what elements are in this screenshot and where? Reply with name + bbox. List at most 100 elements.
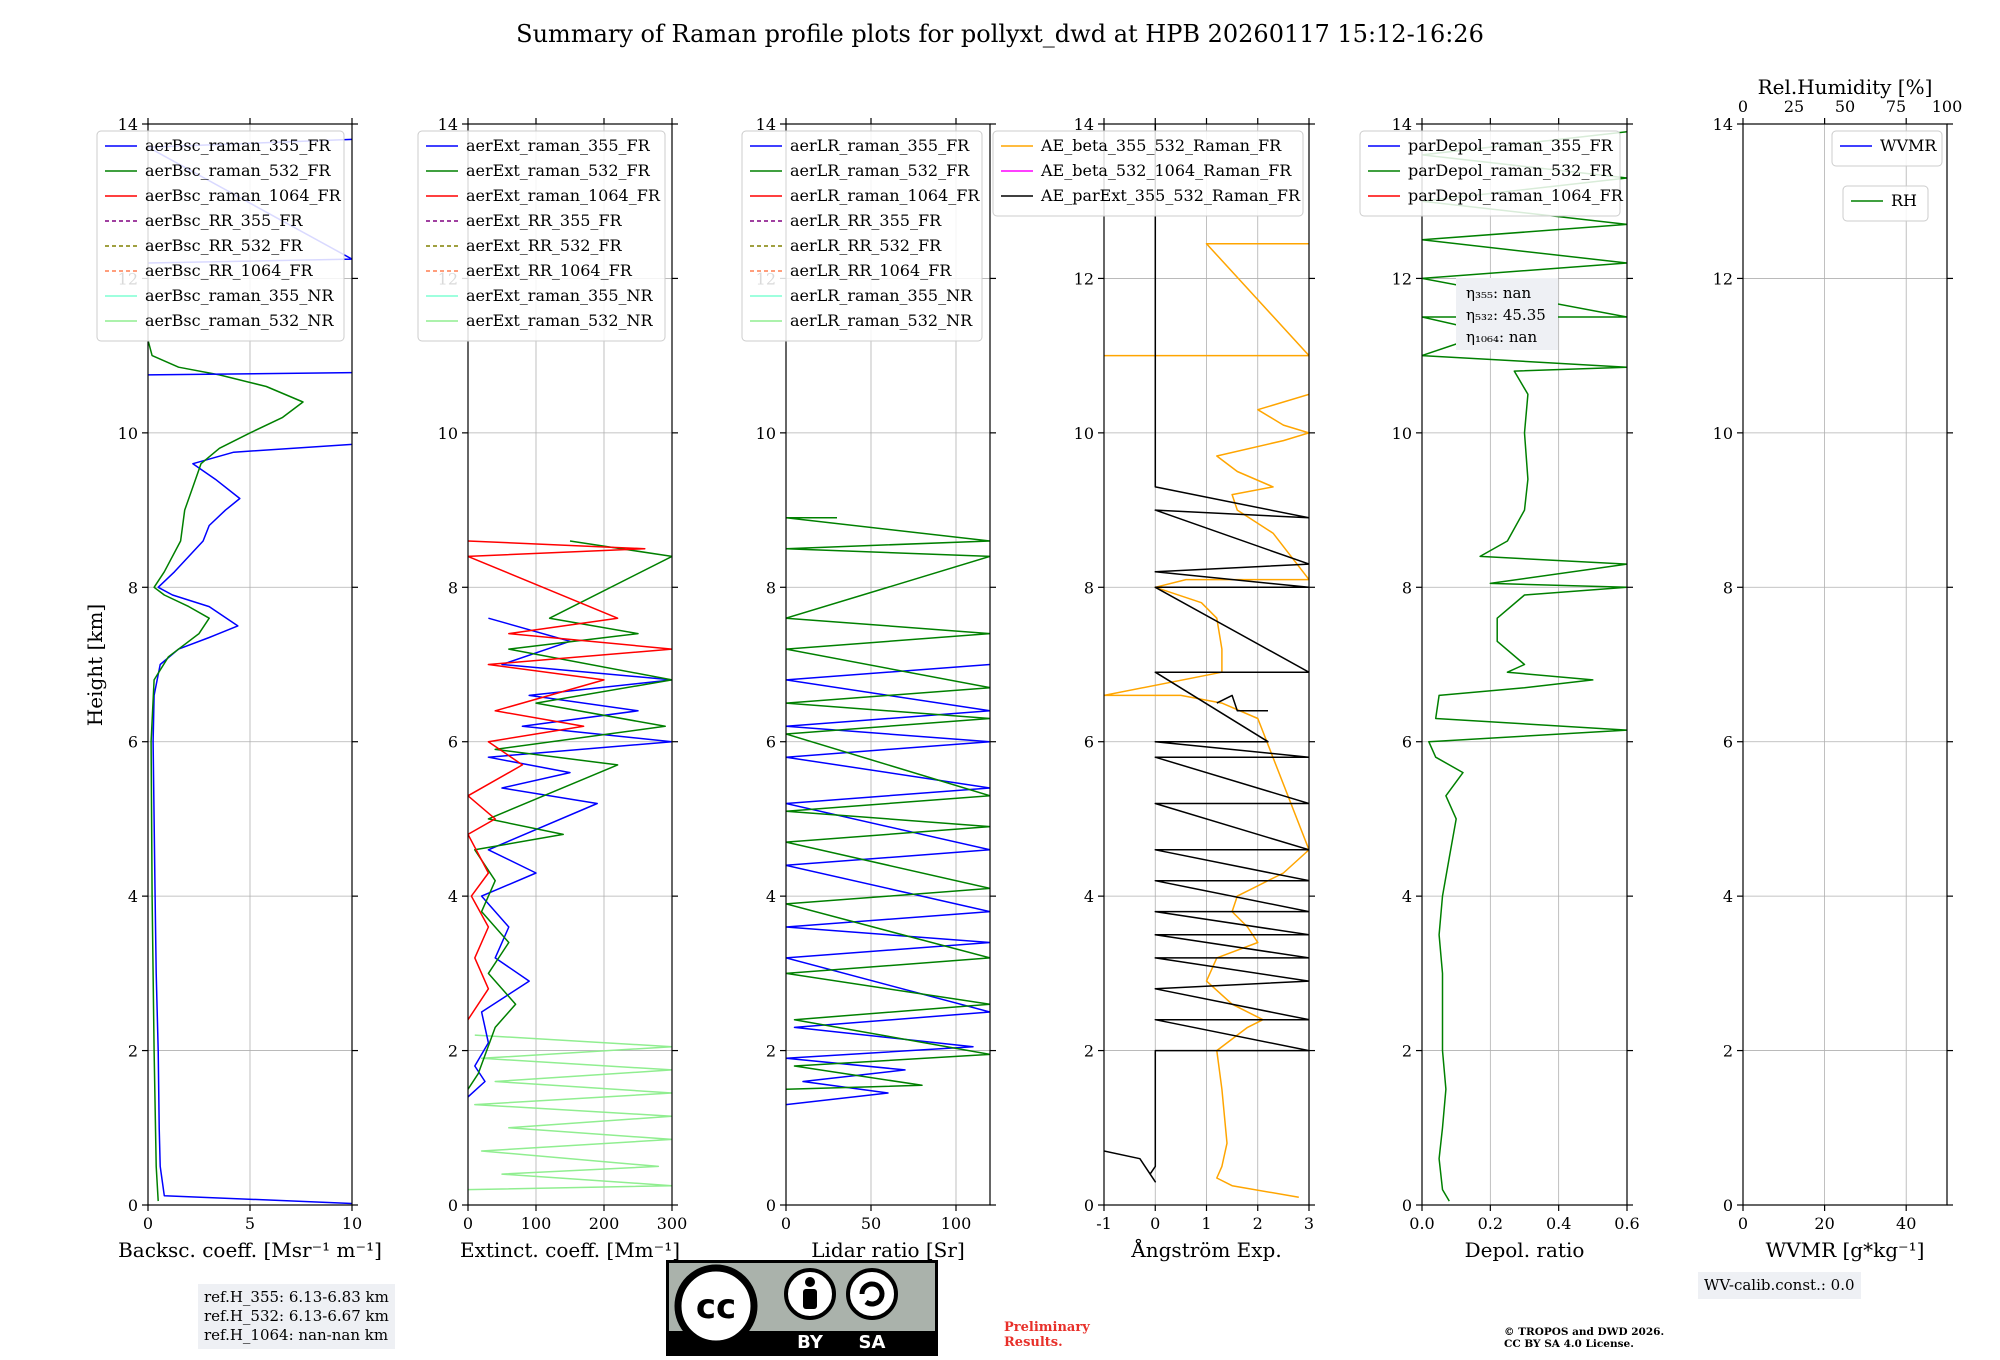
legend-label: parDepol_raman_532_FR	[1408, 161, 1614, 180]
y-tick-label: 8	[1723, 578, 1733, 597]
badge-sa-text: SA	[859, 1332, 886, 1353]
by-person-body	[803, 1289, 817, 1309]
cc-circle-icon	[674, 1264, 758, 1348]
eta-line-2: η₁₀₆₄: nan	[1466, 328, 1537, 346]
legend-wvmr: WVMR	[1831, 130, 1943, 167]
copyright-note: © TROPOS and DWD 2026. CC BY SA 4.0 Lice…	[1504, 1326, 1664, 1350]
y-tick-label: 8	[766, 578, 776, 597]
wv-calib-text: WV-calib.const.: 0.0	[1704, 1276, 1855, 1294]
legend-label: aerExt_raman_532_FR	[466, 161, 651, 180]
legend-label: aerBsc_raman_355_NR	[145, 286, 334, 305]
legend-box	[1359, 130, 1621, 217]
y-tick-label: 6	[1084, 733, 1094, 752]
cc-by-sa-badge: cc BY SA	[666, 1260, 938, 1356]
legend-box	[1831, 130, 1943, 167]
series-aerExt_raman_1064_FR	[468, 540, 672, 1021]
y-tick-label: 12	[1713, 269, 1733, 288]
series-aerLR_raman_532_FR	[786, 517, 990, 1090]
axes-frame	[785, 123, 991, 1206]
x-axis-label: Depol. ratio	[1465, 1238, 1585, 1262]
legend-label: aerBsc_raman_532_FR	[145, 161, 331, 180]
legend-label: AE_beta_532_1064_Raman_FR	[1040, 161, 1292, 180]
y-tick-label: 2	[448, 1042, 458, 1061]
y-tick-label: 6	[128, 733, 138, 752]
legend-box	[741, 130, 983, 342]
legend-label: aerLR_RR_1064_FR	[790, 261, 952, 280]
y-tick-label: 8	[1402, 578, 1412, 597]
panel-bsc: 024681012140510Backsc. coeff. [Msr⁻¹ m⁻¹…	[96, 115, 382, 1262]
axes-frame	[1421, 123, 1628, 1206]
eta-line-1: η₅₃₂: 45.35	[1466, 306, 1546, 324]
legend-label: aerLR_raman_532_FR	[790, 161, 970, 180]
y-tick-label: 6	[448, 733, 458, 752]
y-tick-label: 14	[1713, 115, 1733, 134]
legend-label: RH	[1891, 191, 1917, 210]
reference-height-box: ref.H_355: 6.13-6.83 km ref.H_532: 6.13-…	[198, 1284, 395, 1349]
legend-label: aerExt_raman_1064_FR	[466, 186, 661, 205]
badge-by-text: BY	[797, 1332, 824, 1353]
series-aerBsc_raman_355_FR	[152, 443, 352, 1205]
series-group	[468, 540, 672, 1191]
legend-label: aerBsc_raman_1064_FR	[145, 186, 342, 205]
y-tick-label: 0	[448, 1196, 458, 1215]
y-tick-label: 12	[1074, 269, 1094, 288]
legend-label: aerBsc_RR_355_FR	[145, 211, 303, 230]
y-tick-label: 0	[1084, 1196, 1094, 1215]
x-tick-label: 200	[589, 1214, 620, 1233]
eta-box-bg	[1456, 278, 1558, 350]
y-tick-label: 14	[438, 115, 458, 134]
series-aerExt_raman_355_FR	[468, 617, 672, 1098]
y-tick-label: 4	[448, 887, 458, 906]
legend-label: aerLR_RR_532_FR	[790, 236, 942, 255]
legend-box	[1842, 185, 1929, 222]
legend-depol: parDepol_raman_355_FR parDepol_raman_532_…	[1359, 130, 1624, 217]
y-tick-label: 12	[1392, 269, 1412, 288]
x-tick-label: 0.6	[1614, 1214, 1639, 1233]
x-tick-label: 0	[781, 1214, 791, 1233]
y-tick-label: 0	[1723, 1196, 1733, 1215]
wv-calib-box: WV-calib.const.: 0.0	[1698, 1272, 1861, 1299]
y-tick-label: 10	[756, 424, 776, 443]
legend-label: parDepol_raman_1064_FR	[1408, 186, 1624, 205]
y-tick-label: 8	[448, 578, 458, 597]
x-tick-label: 20	[1814, 1214, 1834, 1233]
y-tick-label: 10	[1392, 424, 1412, 443]
y-axis-label: Height [km]	[83, 604, 107, 726]
y-tick-label: 2	[1402, 1042, 1412, 1061]
y-tick-label: 4	[1084, 887, 1094, 906]
x-axis-label: Extinct. coeff. [Mm⁻¹]	[460, 1238, 680, 1262]
legend-label: aerLR_raman_1064_FR	[790, 186, 980, 205]
top-tick-label: 25	[1784, 97, 1804, 116]
legend-label: aerExt_raman_355_FR	[466, 136, 651, 155]
y-tick-label: 2	[1723, 1042, 1733, 1061]
series-group	[1422, 130, 1627, 1202]
y-tick-label: 10	[438, 424, 458, 443]
legend-ae: AE_beta_355_532_Raman_FR AE_beta_532_1064…	[992, 130, 1304, 217]
x-tick-label: 40	[1896, 1214, 1916, 1233]
legend-label: parDepol_raman_355_FR	[1408, 136, 1614, 155]
legend-ext: aerExt_raman_355_FR aerExt_raman_532_FRae…	[417, 130, 666, 342]
series-group	[786, 517, 990, 1106]
x-tick-label: 100	[941, 1214, 972, 1233]
x-tick-label: 3	[1304, 1214, 1314, 1233]
x-axis-label: WVMR [g*kg⁻¹]	[1766, 1238, 1925, 1262]
x-tick-label: 0	[143, 1214, 153, 1233]
y-tick-label: 6	[766, 733, 776, 752]
copyright-line-1: © TROPOS and DWD 2026.	[1504, 1326, 1665, 1338]
x-axis-label: Lidar ratio [Sr]	[811, 1238, 965, 1262]
legend-label: aerExt_raman_532_NR	[466, 311, 654, 330]
legend-box	[417, 130, 666, 342]
prelim-line-2: Results.	[1004, 1335, 1063, 1350]
axes-frame	[1742, 123, 1948, 1206]
y-tick-label: 2	[128, 1042, 138, 1061]
x-tick-label: 10	[342, 1214, 362, 1233]
y-tick-label: 2	[766, 1042, 776, 1061]
cc-letters: cc	[696, 1287, 736, 1327]
x-axis-label: Backsc. coeff. [Msr⁻¹ m⁻¹]	[118, 1238, 382, 1262]
top-tick-label: 0	[1738, 97, 1748, 116]
series-AE_parExt_mid	[1216, 694, 1268, 712]
top-axis-label: Rel.Humidity [%]	[1758, 75, 1933, 99]
y-tick-label: 2	[1084, 1042, 1094, 1061]
